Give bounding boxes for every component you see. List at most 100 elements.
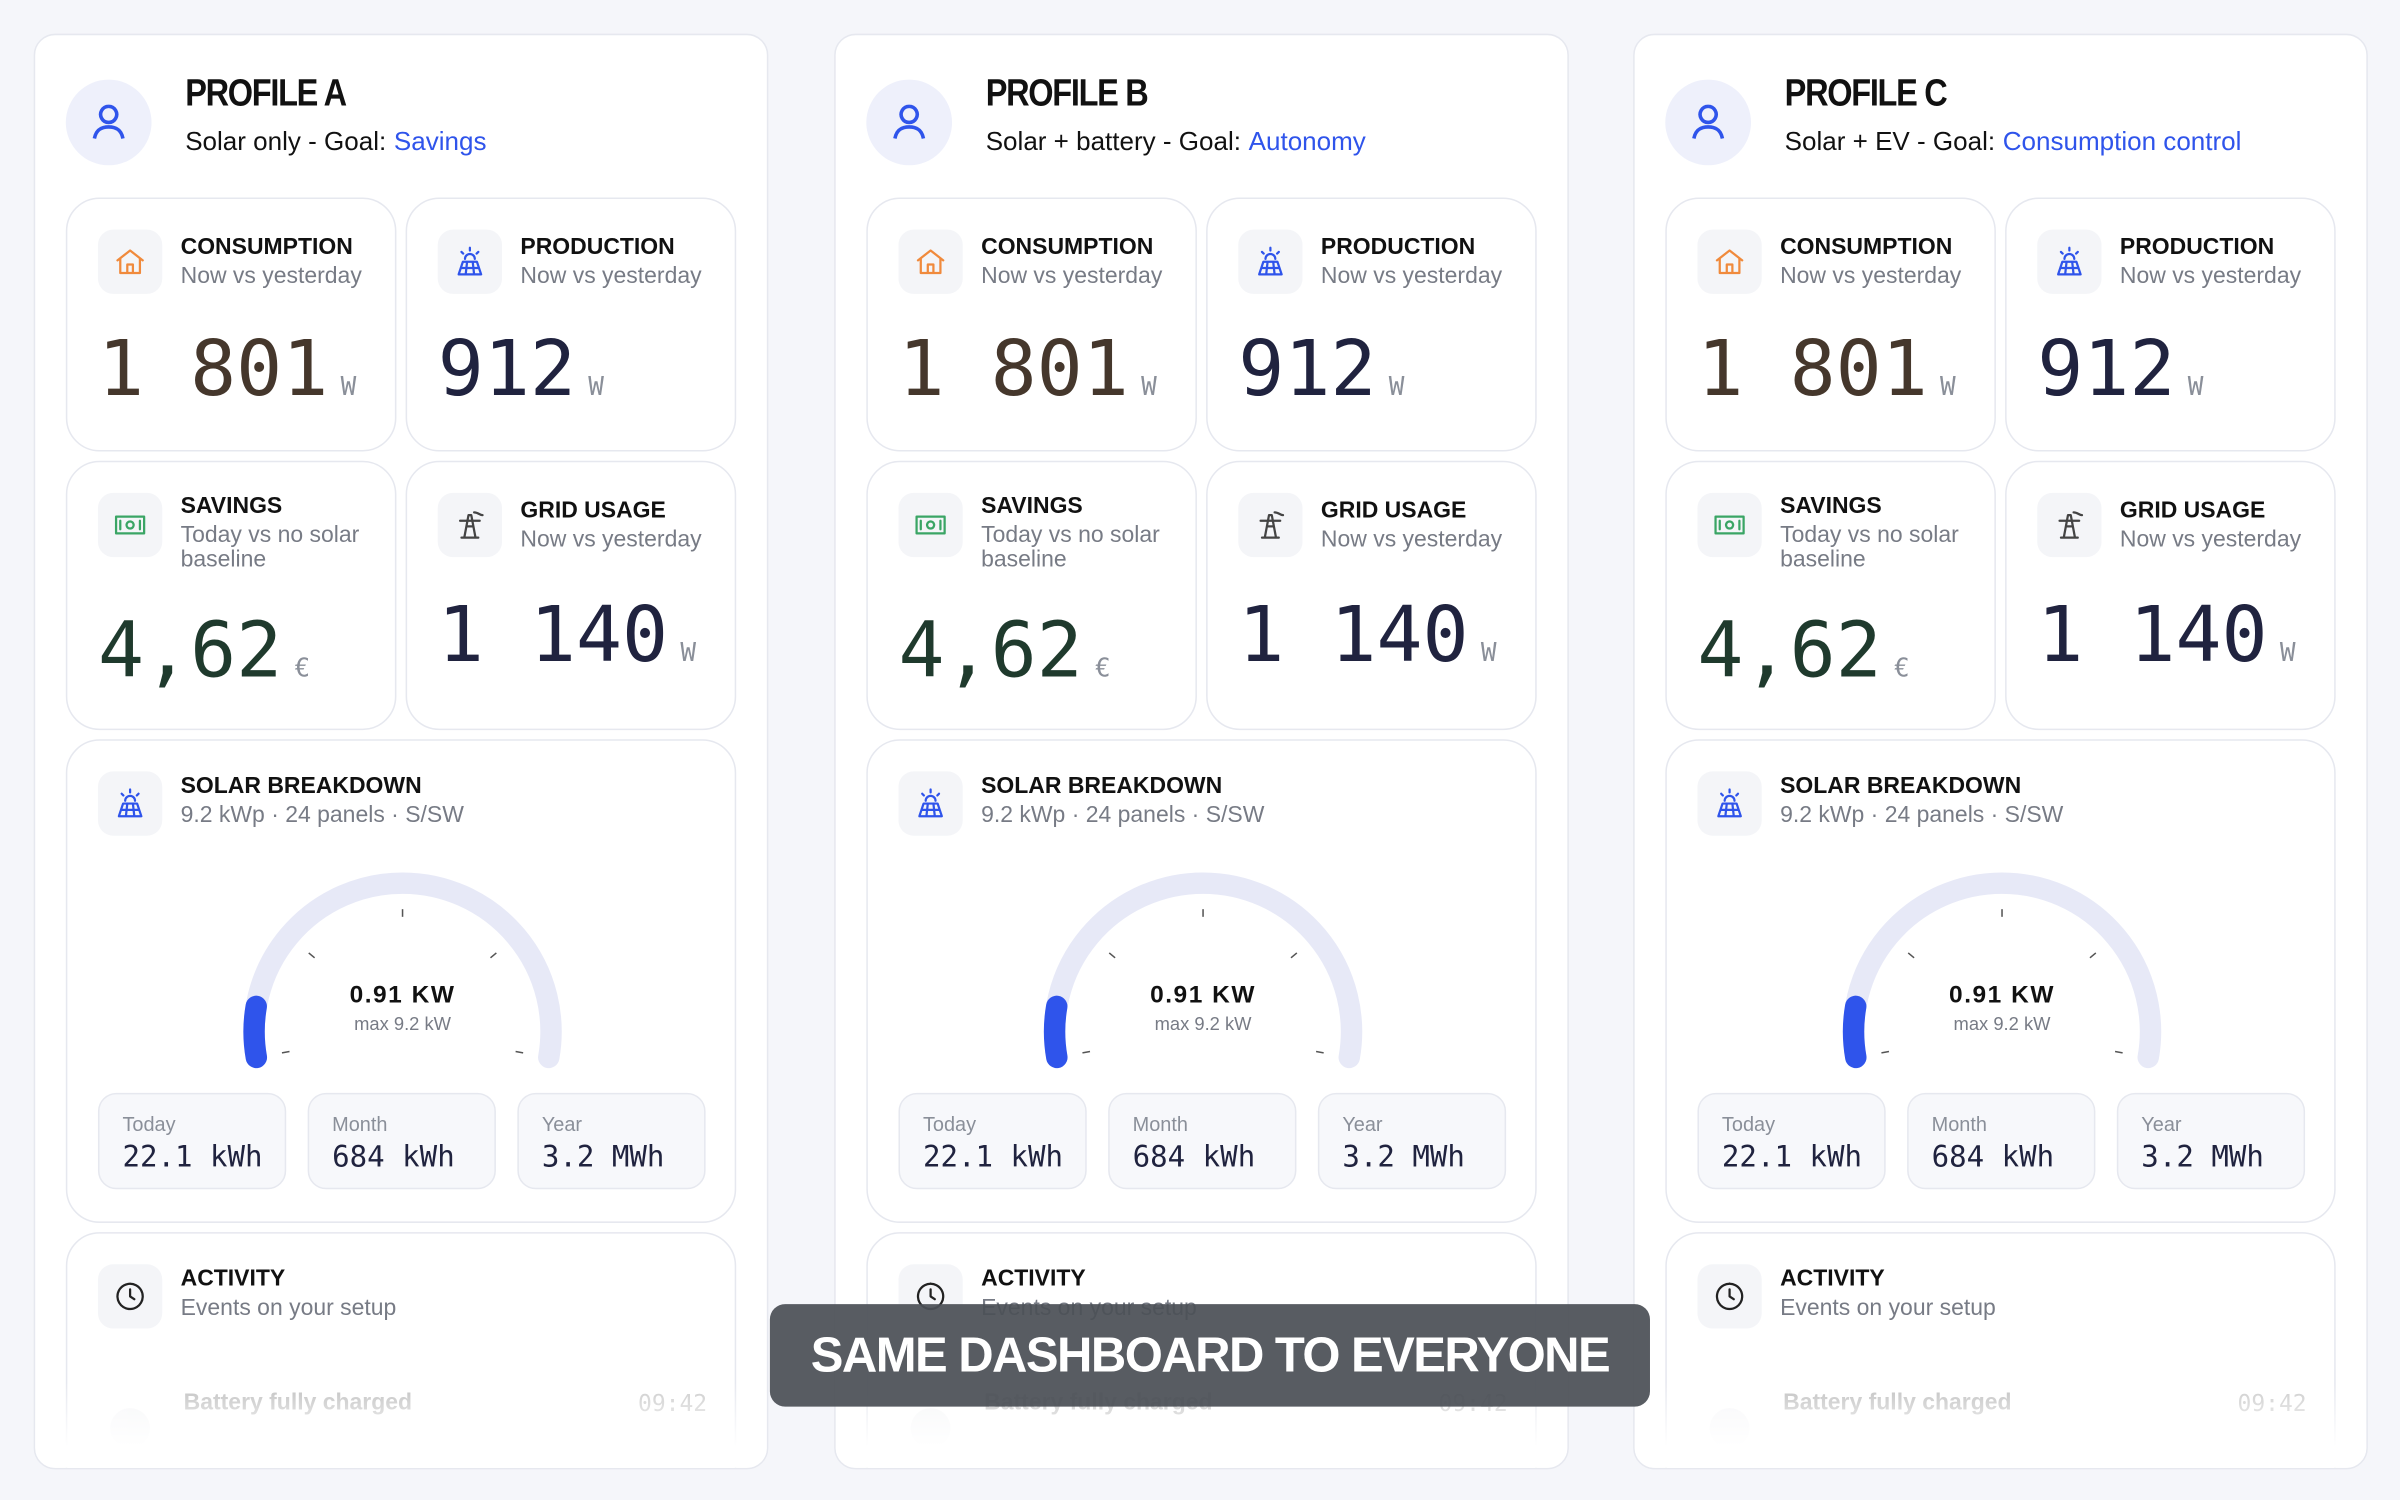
icon-path — [116, 1282, 144, 1311]
solar-card: SOLAR BREAKDOWN 9.2 kWp · 24 panels · S/S… — [65, 739, 737, 1223]
icon-path — [457, 246, 483, 276]
mini-stat: Today 22.1 kWh — [898, 1092, 1087, 1190]
avatar-path — [92, 104, 125, 139]
icon-box — [1697, 1264, 1762, 1329]
card-title: SAVINGS — [180, 492, 283, 519]
mini-stat-label: Month — [1132, 1112, 1188, 1136]
icon — [457, 246, 483, 276]
card-subtitle: Today vs no solar baseline — [180, 521, 360, 573]
solar-card: SOLAR BREAKDOWN 9.2 kWp · 24 panels · S/S… — [1665, 739, 2336, 1223]
value-number: 1 140 — [437, 590, 669, 680]
icon-path — [117, 788, 143, 818]
card-subtitle: Today vs no solar baseline — [1780, 521, 1959, 573]
icon-box — [898, 492, 963, 558]
icon-path — [2058, 511, 2084, 539]
icon-box — [437, 492, 503, 558]
mini-stat: Year 3.2 MWh — [2116, 1092, 2306, 1190]
gauge-track — [243, 872, 562, 1069]
icon-box — [437, 229, 503, 294]
card-title: ACTIVITY — [180, 1265, 286, 1292]
icon — [117, 788, 143, 818]
stat-card: SAVINGS Today vs no solar baseline 4,62 € — [866, 460, 1197, 731]
banner: SAME DASHBOARD TO EVERYONE — [769, 1304, 1650, 1407]
card-subtitle: Now vs yesterday — [2119, 263, 2302, 290]
icon — [116, 249, 144, 275]
card-subtitle: Now vs yesterday — [520, 526, 702, 553]
value-number: 1 140 — [2037, 590, 2268, 680]
profile-panel: PROFILE C Solar + EV - Goal: Consumption c… — [1633, 33, 2368, 1470]
icon-box — [2037, 229, 2102, 294]
mini-stat-value: 684 kWh — [332, 1140, 455, 1174]
gauge: 0.91 KW max 9.2 kW — [243, 872, 562, 1069]
value-unit: W — [2187, 371, 2204, 403]
fade — [1634, 1382, 2367, 1468]
stat-value: 4,62 € — [898, 606, 1110, 695]
icon — [114, 515, 146, 535]
mini-stat-value: 684 kWh — [1931, 1140, 2055, 1174]
value-unit: € — [1893, 653, 1910, 685]
value-number: 4,62 — [97, 606, 283, 695]
mini-stat: Year 3.2 MWh — [517, 1092, 706, 1190]
gauge-value-label: 0.91 KW — [1150, 982, 1256, 1009]
card-title: SOLAR BREAKDOWN — [981, 772, 1223, 799]
icon — [1715, 1282, 1744, 1311]
card-title: PRODUCTION — [520, 234, 675, 261]
value-number: 4,62 — [898, 606, 1083, 695]
gauge-tick — [2089, 952, 2097, 959]
stat-value: 1 140 W — [2037, 591, 2295, 680]
card-subtitle: Now vs yesterday — [180, 263, 362, 290]
mini-stat-label: Month — [1931, 1112, 1987, 1136]
mini-stat-value: 3.2 MWh — [2141, 1140, 2264, 1174]
mini-stat: Month 684 kWh — [1108, 1092, 1297, 1190]
icon-box — [97, 771, 163, 836]
gauge-tick — [1881, 1050, 1890, 1054]
card-title: SAVINGS — [1780, 492, 1882, 519]
mini-stat-value: 3.2 MWh — [541, 1140, 665, 1174]
card-title: GRID USAGE — [520, 497, 666, 524]
gauge-tick — [1290, 952, 1298, 959]
icon-box — [97, 1264, 163, 1329]
gauge-value-label: 0.91 KW — [1949, 982, 2055, 1009]
solar-card: SOLAR BREAKDOWN 9.2 kWp · 24 panels · S/S… — [866, 739, 1537, 1223]
icon-path — [1715, 249, 1744, 275]
avatar-path — [893, 104, 926, 139]
stat-value: 1 801 W — [898, 324, 1156, 413]
gauge: 0.91 KW max 9.2 kW — [1043, 872, 1363, 1069]
gauge-tick — [308, 952, 316, 959]
card-subtitle: Now vs yesterday — [520, 263, 702, 290]
card-title: CONSUMPTION — [1780, 234, 1953, 261]
stat-card: PRODUCTION Now vs yesterday 912 W — [405, 197, 737, 452]
banner-text: SAME DASHBOARD TO EVERYONE — [810, 1327, 1611, 1383]
stat-card: GRID USAGE Now vs yesterday 1 140 W — [405, 460, 737, 731]
stat-card: GRID USAGE Now vs yesterday 1 140 W — [2005, 460, 2336, 731]
value-number: 1 801 — [97, 324, 329, 414]
icon-path — [1715, 1282, 1744, 1311]
goal: Consumption control — [2002, 127, 2242, 157]
profile-panel: PROFILE B Solar + battery - Goal: Autonomy… — [834, 33, 1569, 1470]
profile-setup: Solar only - Goal: Savings — [185, 127, 486, 158]
mini-stat-label: Today — [122, 1112, 176, 1136]
stat-value: 912 W — [1238, 324, 1404, 413]
icon-box — [1697, 492, 1762, 558]
value-unit: W — [680, 638, 697, 669]
mini-stat-label: Today — [1721, 1112, 1776, 1136]
gauge-max-label: max 9.2 kW — [354, 1013, 452, 1034]
card-subtitle: Now vs yesterday — [981, 263, 1163, 290]
mini-stat: Today 22.1 kWh — [1697, 1092, 1886, 1190]
value-number: 1 801 — [1697, 324, 1928, 414]
value-unit: € — [1095, 653, 1111, 685]
gauge-tick — [1108, 952, 1116, 959]
gauge-value — [243, 995, 268, 1069]
card-subtitle: Today vs no solar baseline — [981, 521, 1160, 573]
mini-stat-value: 684 kWh — [1132, 1140, 1256, 1174]
mini-stat-label: Year — [2141, 1112, 2182, 1136]
value-unit: W — [1480, 638, 1497, 669]
gauge-tick — [2114, 1050, 2123, 1054]
icon — [1259, 511, 1285, 539]
card-title: SOLAR BREAKDOWN — [1780, 772, 2022, 799]
icon-box — [898, 771, 963, 836]
stat-value: 912 W — [2037, 324, 2203, 413]
card-subtitle: Now vs yesterday — [2119, 526, 2302, 553]
icon — [1258, 246, 1283, 276]
